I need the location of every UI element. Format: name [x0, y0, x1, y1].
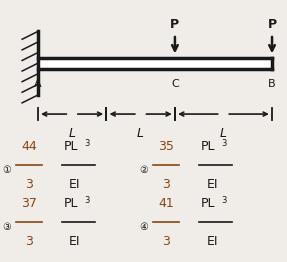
Text: L: L — [69, 127, 75, 140]
Text: L: L — [137, 127, 144, 140]
Text: EI: EI — [69, 178, 81, 191]
Bar — [38, 57, 272, 69]
Text: PL: PL — [201, 198, 215, 210]
Text: 44: 44 — [21, 140, 37, 153]
Text: P: P — [170, 18, 179, 31]
Text: PL: PL — [63, 140, 78, 153]
Text: 3: 3 — [25, 178, 33, 191]
Text: PL: PL — [201, 140, 215, 153]
Text: 3: 3 — [221, 196, 226, 205]
Text: 3: 3 — [25, 235, 33, 248]
Text: 3: 3 — [221, 139, 226, 148]
Text: EI: EI — [69, 235, 81, 248]
Text: 35: 35 — [158, 140, 174, 153]
Text: 3: 3 — [162, 178, 170, 191]
Text: PL: PL — [63, 198, 78, 210]
Text: 3: 3 — [162, 235, 170, 248]
Text: ④: ④ — [139, 222, 148, 232]
Text: 37: 37 — [21, 198, 37, 210]
Text: EI: EI — [206, 235, 218, 248]
Text: 41: 41 — [158, 198, 174, 210]
Text: B: B — [268, 79, 276, 89]
Text: ①: ① — [2, 165, 11, 175]
Text: 3: 3 — [84, 139, 90, 148]
Text: ③: ③ — [2, 222, 11, 232]
Text: EI: EI — [206, 178, 218, 191]
Text: ②: ② — [139, 165, 148, 175]
Text: L: L — [220, 127, 227, 140]
Text: P: P — [267, 18, 277, 31]
Text: A: A — [34, 79, 42, 89]
Text: 3: 3 — [84, 196, 90, 205]
Text: C: C — [171, 79, 179, 89]
